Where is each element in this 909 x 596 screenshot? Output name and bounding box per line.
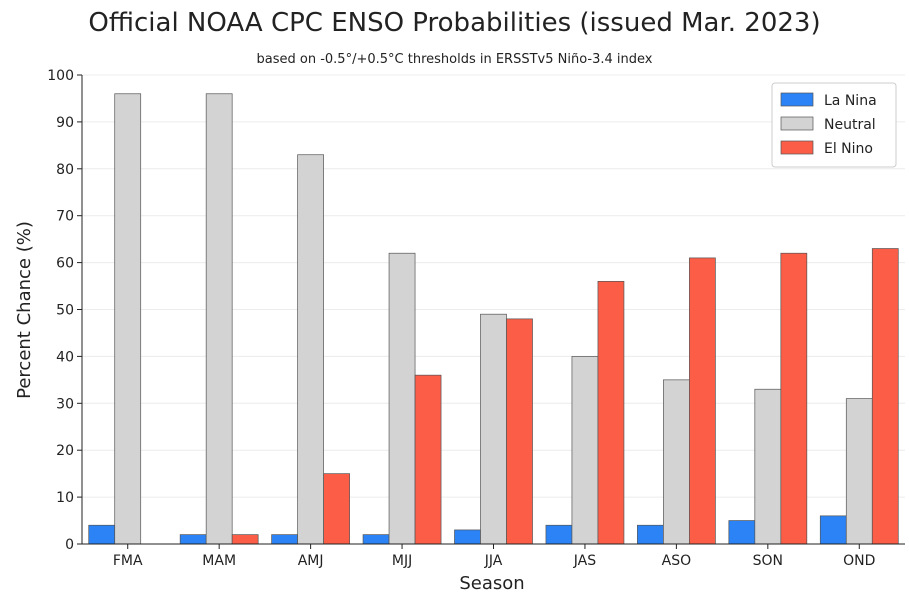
bar-el-nino-aso <box>689 257 716 545</box>
x-tick-label: OND <box>843 553 875 569</box>
x-tick-label: MAM <box>202 553 236 569</box>
legend-swatch <box>780 116 814 131</box>
x-tick-label: JJA <box>484 553 503 569</box>
bar-neutral-amj <box>297 154 324 545</box>
bar-la-nina-ond <box>819 515 847 545</box>
bar-la-nina-jas <box>545 524 573 545</box>
legend: La Nina Neutral El Nino <box>771 82 897 168</box>
x-tick-label: AMJ <box>298 553 324 569</box>
legend-swatch <box>780 140 814 155</box>
bar-la-nina-fma <box>88 524 116 545</box>
bar-neutral-son <box>754 388 782 545</box>
bar-el-nino-ond <box>871 248 899 545</box>
bar-el-nino-son <box>780 252 808 545</box>
y-tick-label: 30 <box>56 396 74 412</box>
legend-label: Neutral <box>824 117 876 133</box>
bar-el-nino-amj <box>323 473 350 545</box>
bar-neutral-ond <box>845 398 873 545</box>
bar-la-nina-mjj <box>362 534 390 545</box>
axis-layer: 0 10 20 30 40 50 60 70 80 90 100 FMA MAM AMJ MJJ JJA JAS… <box>47 68 905 569</box>
y-tick-label: 10 <box>56 490 74 506</box>
x-tick-label: FMA <box>113 553 143 569</box>
bar-la-nina-son <box>728 520 756 545</box>
y-tick-label: 90 <box>56 115 74 131</box>
chart-title: Official NOAA CPC ENSO Probabilities (is… <box>88 8 821 38</box>
bar-neutral-mjj <box>388 252 416 545</box>
bar-el-nino-jja <box>506 318 533 545</box>
y-tick-label: 100 <box>47 68 74 84</box>
bar-neutral-mam <box>205 93 233 545</box>
bar-la-nina-aso <box>637 524 664 545</box>
x-tick-label: JAS <box>573 553 596 569</box>
bar-neutral-aso <box>663 379 690 545</box>
x-axis-title: Season <box>459 573 524 594</box>
y-axis-title: Percent Chance (%) <box>14 221 35 399</box>
x-tick-label: ASO <box>662 553 691 569</box>
bar-el-nino-jas <box>597 281 625 545</box>
bar-el-nino-mjj <box>414 374 442 545</box>
bar-la-nina-mam <box>179 534 207 545</box>
bar-neutral-jja <box>480 313 507 545</box>
bar-la-nina-jja <box>454 529 481 545</box>
x-tick-label: SON <box>753 553 783 569</box>
bar-neutral-jas <box>571 356 599 545</box>
y-tick-label: 0 <box>65 537 74 553</box>
chart-subtitle: based on -0.5°/+0.5°C thresholds in ERSS… <box>256 52 653 67</box>
y-tick-label: 20 <box>56 443 74 459</box>
y-tick-label: 50 <box>56 303 74 319</box>
x-tick-label: MJJ <box>392 553 412 569</box>
legend-label: El Nino <box>824 141 873 157</box>
bar-el-nino-mam <box>231 534 259 545</box>
y-tick-label: 80 <box>56 162 74 178</box>
bar-neutral-fma <box>114 93 142 545</box>
legend-swatch <box>780 92 814 107</box>
y-tick-label: 60 <box>56 256 74 272</box>
legend-label: La Nina <box>824 93 877 109</box>
y-tick-label: 70 <box>56 209 74 225</box>
y-tick-label: 40 <box>56 349 74 365</box>
bar-la-nina-amj <box>271 534 298 545</box>
